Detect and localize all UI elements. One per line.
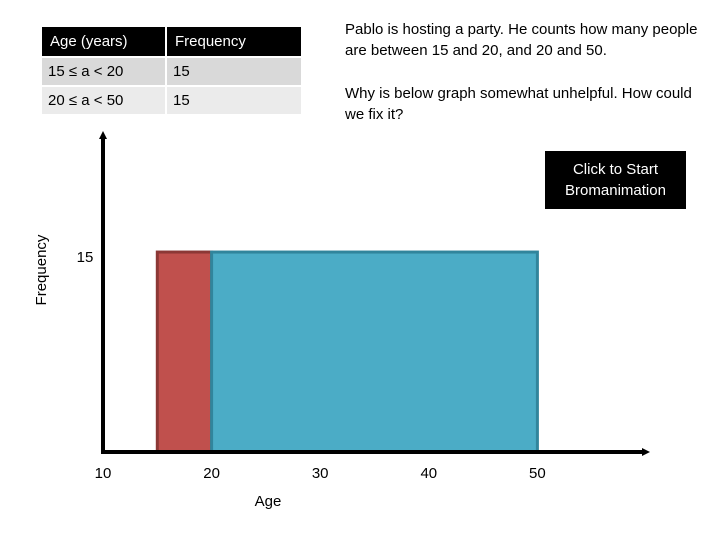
start-button-label: Click to Start Bromanimation xyxy=(565,159,666,201)
cell-frequency: 15 xyxy=(166,85,301,114)
ticks-layer: 10 20 30 40 50 15 xyxy=(77,249,546,482)
y-axis-title: Frequency xyxy=(33,234,50,305)
problem-statement: Pablo is hosting a party. He counts how … xyxy=(345,21,698,59)
start-animation-button[interactable]: Click to Start Bromanimation xyxy=(545,151,686,209)
header-age: Age (years) xyxy=(42,27,167,57)
question-text: Why is below graph somewhat unhelpful. H… xyxy=(345,85,692,123)
start-button-line1: Click to Start xyxy=(572,161,658,178)
header-frequency: Frequency xyxy=(166,27,301,57)
histogram-bar-1 xyxy=(155,250,214,454)
x-tick-label: 20 xyxy=(203,465,220,482)
x-tick-label: 30 xyxy=(312,465,329,482)
cell-age-range: 20 ≤ a < 50 xyxy=(42,85,167,114)
frequency-table: Age (years) Frequency 15 ≤ a < 20 15 20 … xyxy=(42,27,301,114)
cell-age-range: 15 ≤ a < 20 xyxy=(42,56,167,86)
table-row: 15 ≤ a < 20 15 xyxy=(42,56,301,86)
x-axis-title: Age xyxy=(255,493,282,510)
histogram-bar-2 xyxy=(210,250,539,454)
x-tick-label: 50 xyxy=(529,465,546,482)
x-tick-label: 40 xyxy=(420,465,437,482)
cell-frequency: 15 xyxy=(166,56,301,86)
table-header-row: Age (years) Frequency xyxy=(42,27,301,57)
x-tick-label: 10 xyxy=(95,465,112,482)
start-button-line2: Bromanimation xyxy=(565,182,666,199)
table-row: 20 ≤ a < 50 15 xyxy=(42,85,301,114)
bars-layer xyxy=(155,250,539,454)
y-tick-label: 15 xyxy=(77,249,94,266)
